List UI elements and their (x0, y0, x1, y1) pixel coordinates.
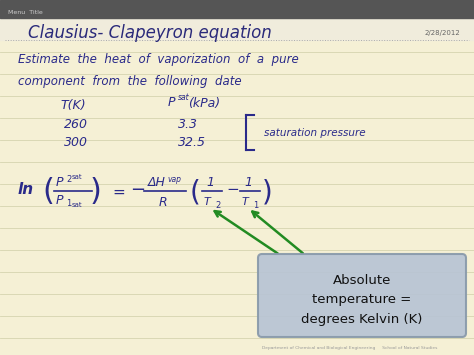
Text: saturation pressure: saturation pressure (264, 128, 365, 138)
Bar (0, 18, 474, 40)
Text: P: P (56, 193, 64, 207)
Text: Estimate  the  heat  of  vaporization  of  a  pure: Estimate the heat of vaporization of a p… (18, 54, 299, 66)
Text: Clausius- Clapeyron equation: Clausius- Clapeyron equation (28, 24, 272, 42)
Text: 32.5: 32.5 (178, 136, 206, 148)
Text: ln: ln (18, 182, 34, 197)
Text: 2: 2 (66, 175, 71, 185)
Text: 1: 1 (244, 175, 252, 189)
Text: Department of Chemical and Biological Engineering     School of Natural Studies: Department of Chemical and Biological En… (262, 346, 438, 350)
Text: component  from  the  following  date: component from the following date (18, 76, 242, 88)
Text: ): ) (90, 178, 102, 207)
Bar (0, 0, 474, 18)
Text: sat: sat (72, 202, 82, 208)
Text: 1: 1 (66, 198, 71, 208)
Text: =: = (112, 185, 125, 200)
Text: P: P (168, 97, 175, 109)
Text: vap: vap (167, 175, 181, 185)
Text: 1: 1 (206, 175, 214, 189)
Text: (kPa): (kPa) (188, 97, 220, 109)
Text: ): ) (262, 178, 273, 206)
Text: R: R (159, 196, 168, 208)
Text: P: P (56, 176, 64, 190)
Text: 2: 2 (215, 202, 220, 211)
Text: T: T (242, 197, 249, 207)
Text: (: ( (42, 178, 54, 207)
Text: −: − (130, 181, 145, 199)
Text: 260: 260 (64, 118, 88, 131)
FancyBboxPatch shape (258, 254, 466, 337)
Text: ΔH: ΔH (148, 175, 166, 189)
Text: 2/28/2012: 2/28/2012 (424, 30, 460, 36)
Text: sat: sat (178, 93, 190, 102)
Text: T(K): T(K) (60, 99, 86, 113)
Text: sat: sat (72, 174, 82, 180)
Text: T: T (204, 197, 211, 207)
Text: 1: 1 (253, 202, 258, 211)
Text: (: ( (190, 178, 201, 206)
Text: 3.3: 3.3 (178, 118, 198, 131)
Text: Menu  Title: Menu Title (8, 10, 43, 15)
Text: 300: 300 (64, 136, 88, 148)
Text: −: − (226, 182, 239, 197)
Text: Absolute
temperature =
degrees Kelvin (K): Absolute temperature = degrees Kelvin (K… (301, 273, 423, 327)
